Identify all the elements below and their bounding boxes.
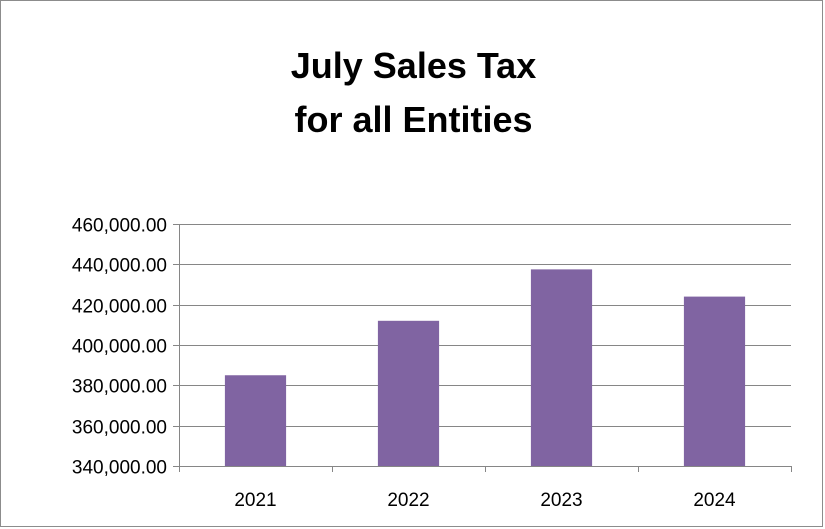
x-tick-label: 2021 bbox=[234, 490, 276, 511]
x-tick-label: 2023 bbox=[540, 490, 582, 511]
y-tick-label: 380,000.00 bbox=[72, 377, 167, 398]
y-tick-label: 460,000.00 bbox=[72, 216, 167, 237]
bar bbox=[224, 375, 287, 466]
y-tick-label: 340,000.00 bbox=[72, 458, 167, 479]
y-tick-label: 420,000.00 bbox=[72, 297, 167, 318]
bar bbox=[683, 296, 746, 466]
chart-title-line-1: July Sales Tax bbox=[290, 45, 537, 86]
y-tick-label: 360,000.00 bbox=[72, 418, 167, 439]
y-tick-label: 440,000.00 bbox=[72, 256, 167, 277]
x-tick-label: 2024 bbox=[693, 490, 736, 511]
chart-title: July Sales Tax for all Entities bbox=[1, 39, 825, 147]
x-tick-label: 2022 bbox=[387, 490, 429, 511]
chart-title-line-2: for all Entities bbox=[294, 99, 533, 140]
y-tick-label: 400,000.00 bbox=[72, 337, 167, 358]
bar bbox=[377, 320, 440, 466]
bar bbox=[530, 269, 593, 466]
